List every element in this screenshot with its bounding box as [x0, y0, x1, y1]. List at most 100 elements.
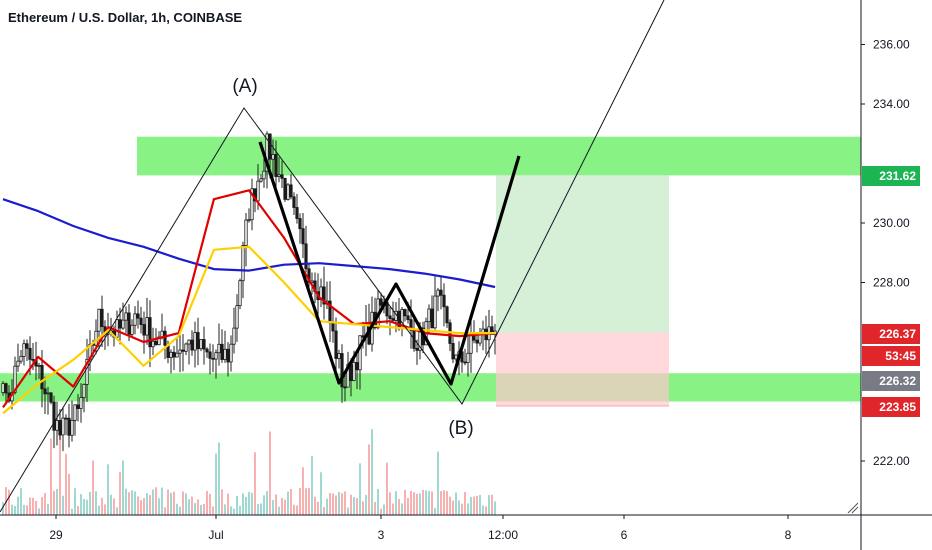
- candle-up: [46, 392, 50, 395]
- candle-up: [55, 420, 59, 431]
- volume-bar: [359, 463, 361, 515]
- candle-up: [262, 170, 266, 180]
- candle-down: [388, 315, 392, 319]
- volume-bar: [335, 495, 337, 515]
- candle-up: [37, 364, 41, 367]
- line-ma-200[interactable]: [2, 198, 496, 289]
- volume-bar: [347, 507, 349, 515]
- resistance-zone[interactable]: [137, 136, 861, 176]
- candle-down: [202, 339, 206, 350]
- candle-up: [178, 349, 182, 354]
- loss-zone[interactable]: [496, 332, 669, 406]
- volume-bar: [104, 504, 106, 515]
- volume-bar: [353, 497, 355, 515]
- candle-up: [94, 330, 98, 346]
- volume-bar: [11, 504, 13, 515]
- volume-bar: [404, 489, 406, 515]
- volume-bar: [389, 492, 391, 515]
- volume-bar: [329, 492, 331, 515]
- volume-bar: [119, 471, 121, 515]
- candle-up: [22, 343, 26, 357]
- volume-bar: [149, 495, 151, 515]
- y-tick-label: 236.00: [873, 38, 910, 52]
- volume-bar: [137, 496, 139, 515]
- candle-down: [268, 133, 272, 160]
- volume-bar: [20, 488, 22, 515]
- candle-down: [475, 339, 479, 344]
- candle-up: [241, 245, 245, 282]
- volume-bar: [254, 452, 256, 515]
- candle-down: [190, 339, 194, 351]
- volume-bar: [284, 499, 286, 515]
- volume-bar: [92, 460, 94, 515]
- volume-bars: [2, 427, 496, 515]
- volume-bar: [41, 497, 43, 515]
- candle-down: [163, 330, 167, 346]
- support-zone[interactable]: [0, 373, 861, 402]
- volume-bar: [323, 506, 325, 515]
- volume-bar: [152, 489, 154, 515]
- candle-up: [82, 383, 86, 398]
- volume-bar: [482, 505, 484, 515]
- volume-bar: [449, 496, 451, 515]
- candle-down: [148, 317, 152, 348]
- candle-up: [223, 348, 227, 360]
- price-tag-label: 231.62: [879, 169, 916, 183]
- volume-bar: [365, 494, 367, 515]
- candle-down: [25, 343, 29, 349]
- resize-handle-icon[interactable]: [847, 502, 859, 514]
- candle-down: [58, 420, 62, 436]
- candle-down: [274, 154, 278, 177]
- volume-bar: [44, 493, 46, 515]
- volume-bar: [377, 489, 379, 515]
- volume-bar: [266, 491, 268, 515]
- volume-bar: [155, 487, 157, 515]
- profit-zone[interactable]: [496, 174, 669, 333]
- candle-up: [235, 305, 239, 329]
- pattern-path[interactable]: [258, 141, 521, 386]
- candle-up: [337, 353, 341, 359]
- candle-down: [415, 347, 419, 351]
- volume-bar: [80, 494, 82, 515]
- candle-down: [406, 315, 410, 321]
- candle-down: [181, 349, 185, 352]
- volume-bar: [428, 491, 430, 515]
- volume-bar: [128, 492, 130, 515]
- volume-bar: [176, 503, 178, 515]
- price-tag-label: 53:45: [885, 349, 916, 363]
- volume-bar: [350, 494, 352, 515]
- candle-up: [124, 312, 128, 321]
- candle-up: [232, 327, 236, 345]
- volume-bar: [317, 501, 319, 515]
- line-ema-slow[interactable]: [2, 245, 495, 415]
- price-tag-label: 226.37: [879, 327, 916, 341]
- candle-down: [355, 362, 359, 371]
- trend-channel-line[interactable]: [0, 0, 665, 513]
- volume-bar: [269, 431, 271, 515]
- volume-bar: [401, 503, 403, 515]
- candle-up: [352, 362, 356, 381]
- candle-down: [307, 268, 311, 283]
- volume-bar: [2, 502, 4, 515]
- volume-bar: [299, 488, 301, 515]
- volume-bar: [452, 500, 454, 515]
- volume-bar: [422, 489, 424, 515]
- volume-bar: [314, 496, 316, 515]
- volume-bar: [434, 508, 436, 515]
- volume-bar: [443, 490, 445, 515]
- volume-bar: [50, 438, 52, 515]
- volume-bar: [107, 464, 109, 515]
- candle-down: [28, 347, 32, 360]
- candle-down: [220, 343, 224, 360]
- volume-bar: [71, 508, 73, 515]
- volume-bar: [47, 503, 49, 515]
- volume-bar: [101, 497, 103, 515]
- x-tick-label: 29: [49, 528, 63, 542]
- volume-bar: [338, 492, 340, 515]
- volume-bar: [239, 506, 241, 515]
- volume-bar: [236, 495, 238, 515]
- candles: [1, 131, 497, 452]
- candle-up: [433, 295, 437, 329]
